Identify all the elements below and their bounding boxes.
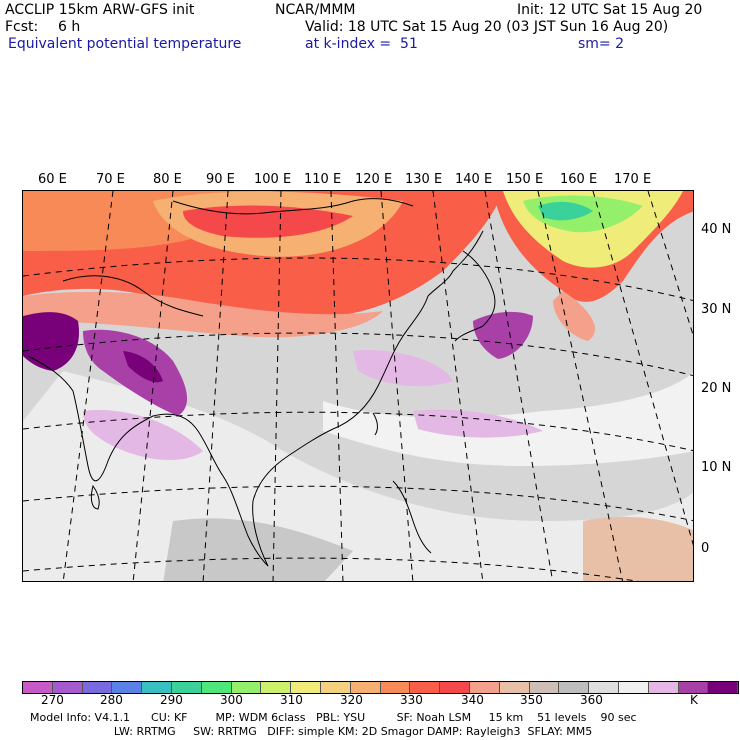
colorbar [22, 681, 740, 694]
model-title: ACCLIP 15km ARW-GFS init [5, 2, 195, 18]
colorbar-swatch [648, 682, 679, 693]
model-info-line2: LW: RRTMG SW: RRTMG DIFF: simple KM: 2D … [30, 725, 593, 738]
lon-label: 170 E [614, 172, 652, 187]
colorbar-swatch [559, 682, 590, 693]
map-canvas [23, 191, 693, 581]
parallel-0 [23, 557, 640, 581]
lat-label: 40 N [701, 222, 732, 237]
arabian-sea-max [23, 312, 79, 371]
warm-band-fringe [23, 291, 383, 338]
lat-label: 30 N [701, 302, 732, 317]
northwest-pacific-teal [538, 201, 593, 221]
lat-label: 0 [701, 541, 710, 556]
colorbar-swatch [440, 682, 470, 693]
equatorial-grey-field [163, 518, 353, 581]
graticule [23, 191, 693, 581]
colorbar-swatch [499, 682, 530, 693]
meridian-160e [592, 191, 693, 546]
colorbar-swatch [82, 682, 113, 693]
init-time: Init: 12 UTC Sat 15 Aug 20 [517, 2, 703, 18]
north-india-max [83, 329, 188, 416]
colorbar-swatch [142, 682, 172, 693]
lon-label: 60 E [38, 172, 67, 187]
meridian-140e [484, 191, 554, 581]
theta-e-map [22, 190, 694, 582]
colorbar-swatch [618, 682, 649, 693]
colorbar-tick-label: 300 [220, 693, 243, 707]
japan-coast [454, 250, 496, 342]
pacific-warm-tail [553, 291, 595, 341]
colorbar-swatch [320, 682, 351, 693]
mongolia-border [172, 198, 414, 215]
colorbar-tick-label: 360 [580, 693, 603, 707]
colorbar-swatch [291, 682, 321, 693]
colorbar-swatch [171, 682, 202, 693]
colorbar-swatch [23, 682, 53, 693]
meridian-150e [537, 191, 624, 581]
lon-label: 90 E [206, 172, 235, 187]
parallel-10n [23, 485, 693, 522]
korea-coast [427, 230, 484, 297]
level-index: at k-index = 51 [305, 36, 418, 52]
colorbar-swatch [708, 682, 739, 693]
southeast-asia-china-coast [252, 295, 429, 567]
lon-label: 150 E [506, 172, 544, 187]
lon-label: 80 E [153, 172, 182, 187]
colorbar-swatch [410, 682, 441, 693]
colorbar-swatch [112, 682, 143, 693]
japan-south-max [473, 311, 533, 359]
south-asia-coast [27, 355, 269, 567]
colorbar-swatch [201, 682, 232, 693]
colorbar-units: K [690, 693, 698, 707]
model-info-line1: Model Info: V4.1.1 CU: KF MP: WDM 6class… [30, 711, 637, 724]
lon-label: 140 E [455, 172, 493, 187]
colorbar-swatch [529, 682, 560, 693]
lon-label: 120 E [355, 172, 393, 187]
colorbar-swatch [52, 682, 83, 693]
colorbar-tick-label: 270 [41, 693, 64, 707]
colorbar-swatch [380, 682, 411, 693]
parallel-20n [23, 411, 693, 452]
lon-label: 110 E [304, 172, 342, 187]
valid-time: Valid: 18 UTC Sat 15 Aug 20 (03 JST Sun … [305, 19, 669, 35]
forecast-label: Fcst: [5, 19, 39, 35]
parallel-30n [23, 332, 693, 377]
taiwan-outline [372, 412, 378, 436]
lon-label: 130 E [405, 172, 443, 187]
east-china-light-purple [353, 350, 453, 387]
colorbar-swatch [678, 682, 709, 693]
colorbar-swatch [261, 682, 292, 693]
lon-label: 160 E [560, 172, 598, 187]
lat-label: 10 N [701, 460, 732, 475]
lon-label: 100 E [254, 172, 292, 187]
center-name: NCAR/MMM [275, 2, 356, 18]
smoothing: sm= 2 [578, 36, 625, 52]
colorbar-swatch [589, 682, 619, 693]
parallel-40n [23, 257, 693, 302]
philippines-outline [392, 480, 432, 554]
inner-asia-border [62, 275, 204, 317]
lon-label: 70 E [96, 172, 125, 187]
colorbar-swatch [231, 682, 262, 693]
equatorial-warm-patch [583, 516, 693, 581]
bay-of-bengal-light-purple [83, 410, 203, 461]
colorbar-swatch [469, 682, 500, 693]
lat-label: 20 N [701, 381, 732, 396]
colorbar-swatch [350, 682, 381, 693]
north-india-core [123, 351, 163, 383]
colorbar-tick-label: 330 [400, 693, 423, 707]
field-name: Equivalent potential temperature [8, 36, 242, 52]
colorbar-tick-label: 320 [340, 693, 363, 707]
colorbar-tick-label: 290 [160, 693, 183, 707]
colorbar-tick-label: 340 [461, 693, 484, 707]
colorbar-tick-label: 350 [520, 693, 543, 707]
colorbar-tick-label: 310 [280, 693, 303, 707]
sri-lanka-outline [90, 484, 100, 510]
forecast-hour: 6 h [58, 19, 81, 35]
meridian-170e [647, 191, 693, 337]
coastlines [27, 198, 496, 567]
colorbar-tick-label: 280 [100, 693, 123, 707]
